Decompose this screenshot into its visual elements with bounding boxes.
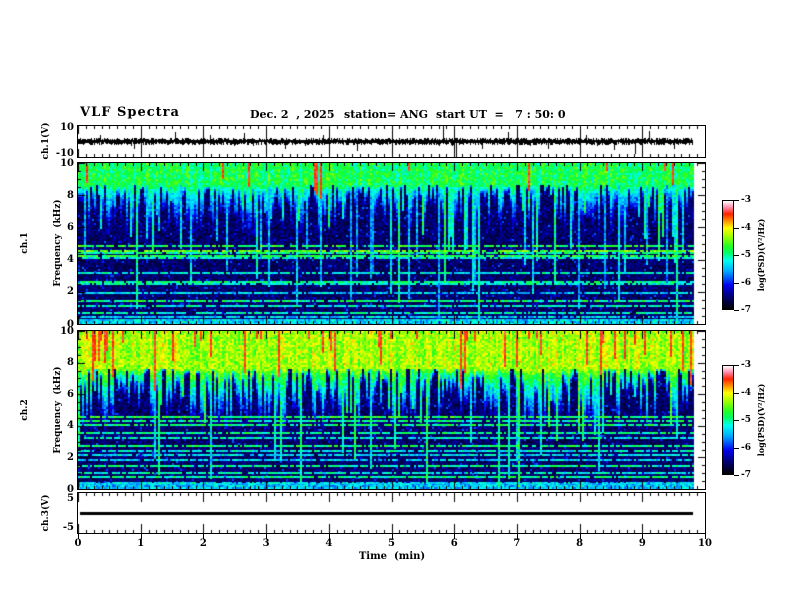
- x-tick-label: 4: [325, 538, 333, 549]
- x-tick-label: 6: [450, 538, 458, 549]
- start-ut-label: start UT = 7 : 50: 0: [436, 108, 566, 121]
- x-major-tick: [203, 534, 205, 539]
- spec2-freq-tick-label: 2: [67, 451, 74, 463]
- colorbar-tick-label: -6: [741, 277, 751, 288]
- colorbar-tick-label: -3: [741, 360, 751, 370]
- x-major-tick: [642, 534, 644, 539]
- ch2-frequency-axis-title: ch.2 Frequency (kHz): [0, 366, 86, 453]
- colorbar-tick: [734, 310, 739, 311]
- ch1-axis-line2: Frequency (kHz): [53, 199, 63, 287]
- ch3-voltage-panel: [77, 492, 706, 534]
- spec2-freq-tick-label: 8: [67, 357, 74, 369]
- ch1-voltage-panel: [77, 125, 706, 158]
- x-major-tick: [391, 534, 393, 539]
- ch1_volt-tick-label: -10: [55, 147, 74, 159]
- x-major-tick: [516, 534, 518, 539]
- colorbar-tick-label: -4: [741, 222, 751, 233]
- x-major-tick: [78, 534, 79, 539]
- ch1-frequency-axis-title: ch.1 Frequency (kHz): [0, 199, 86, 286]
- ch2-colorbar: [722, 365, 734, 475]
- colorbar-tick: [734, 447, 739, 449]
- date-label: Dec. 2 , 2025: [250, 108, 335, 121]
- ch1_volt-tick-label: 10: [60, 121, 74, 133]
- ch1-axis-line1: ch.1: [20, 232, 30, 254]
- spec1-freq-tick-label: 8: [67, 189, 74, 201]
- x-tick-label: 8: [576, 538, 584, 549]
- colorbar-tick: [734, 392, 739, 394]
- colorbar-tick: [734, 365, 739, 366]
- ch3_volt-tick-label: 5: [67, 492, 74, 504]
- ch1-voltage-waveform: [78, 126, 705, 157]
- colorbar-tick-label: -5: [741, 250, 751, 260]
- colorbar-tick: [734, 420, 739, 421]
- colorbar-tick-label: -5: [741, 415, 751, 425]
- x-tick-label: 7: [513, 538, 521, 549]
- x-tick-label: 0: [74, 538, 82, 549]
- ch2-colorbar-title: log(PSD)(V²/Hz): [756, 383, 766, 457]
- colorbar-tick: [734, 200, 739, 201]
- colorbar-tick-label: -7: [741, 470, 751, 480]
- x-major-tick: [705, 534, 706, 539]
- ch2-axis-line1: ch.2: [20, 399, 30, 421]
- spec1-freq-tick-label: 0: [67, 318, 74, 330]
- x-tick-label: 10: [698, 538, 712, 549]
- spec2-freq-tick-label: 6: [67, 388, 74, 400]
- station-label: station= ANG: [344, 108, 429, 121]
- spec1-freq-tick-label: 10: [60, 157, 74, 169]
- ch3_volt-tick-label: -5: [62, 521, 74, 533]
- x-major-tick: [579, 534, 581, 539]
- spec1-freq-tick-label: 4: [67, 254, 74, 266]
- spec2-freq-tick-label: 0: [67, 483, 74, 495]
- x-tick-label: 3: [262, 538, 270, 549]
- ch2-spectrogram-panel: [77, 330, 706, 490]
- colorbar-tick: [734, 255, 739, 256]
- spec2-freq-tick-label: 10: [60, 325, 74, 337]
- ch1-colorbar-title: log(PSD)(V²/Hz): [756, 218, 766, 292]
- ch1-spectrogram-panel: [77, 162, 706, 325]
- page-title: VLF Spectra: [80, 105, 180, 120]
- x-major-tick: [140, 534, 142, 539]
- ch2-spectrogram: [78, 331, 705, 489]
- x-major-tick: [266, 534, 268, 539]
- colorbar-tick: [734, 475, 739, 476]
- colorbar-tick-label: -6: [741, 442, 751, 453]
- spec2-freq-tick-label: 4: [67, 420, 74, 432]
- x-tick-label: 9: [638, 538, 646, 549]
- colorbar-tick: [734, 227, 739, 229]
- x-axis-title: Time (min): [358, 551, 426, 562]
- spec1-freq-tick-label: 2: [67, 286, 74, 298]
- ch1-colorbar: [722, 200, 734, 310]
- x-tick-label: 1: [137, 538, 145, 549]
- colorbar-tick: [734, 282, 739, 284]
- x-tick-label: 2: [199, 538, 207, 549]
- x-tick-label: 5: [388, 538, 395, 549]
- spec1-freq-tick-label: 6: [67, 221, 74, 233]
- ch1-spectrogram: [78, 163, 705, 324]
- ch2-axis-line2: Frequency (kHz): [53, 366, 63, 454]
- colorbar-tick-label: -3: [741, 195, 751, 205]
- x-major-tick: [454, 534, 456, 539]
- x-major-tick: [328, 534, 330, 539]
- colorbar-tick-label: -7: [741, 305, 751, 315]
- ch3-voltage-waveform: [78, 493, 705, 533]
- colorbar-tick-label: -4: [741, 387, 751, 398]
